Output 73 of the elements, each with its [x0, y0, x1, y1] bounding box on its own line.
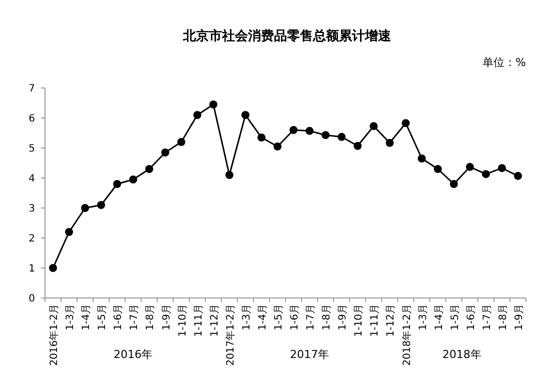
x-tick-label: 1-8月 — [322, 304, 333, 330]
x-tick-label: 1-12月 — [209, 304, 220, 337]
point — [145, 165, 154, 173]
y-tick-label: 4 — [28, 174, 35, 184]
point — [322, 131, 330, 140]
text: 2016年 — [114, 348, 153, 361]
point — [177, 138, 186, 146]
x-tick-label: 1-11月 — [370, 304, 381, 337]
y-tick-label: 6 — [28, 114, 35, 124]
point — [49, 264, 58, 272]
x-tick-label: 1-3月 — [241, 304, 252, 330]
x-tick-label: 1-7月 — [482, 304, 493, 330]
x-tick-label: 1-10月 — [177, 304, 188, 337]
x-tick-label: 1-12月 — [386, 304, 397, 337]
text: 2017年 — [290, 348, 330, 361]
point — [257, 134, 266, 142]
x-tick-label: 1-7月 — [306, 304, 317, 330]
x-tick-label: 1-9月 — [514, 304, 525, 330]
point — [370, 122, 378, 130]
x-tick-label: 1-5月 — [450, 304, 461, 330]
point — [482, 170, 490, 178]
x-tick-label: 1-6月 — [113, 304, 124, 330]
point — [81, 204, 90, 212]
x-tick-label: 1-5月 — [97, 304, 108, 330]
x-tick-label: 1-4月 — [81, 304, 92, 330]
text: 2018年 — [442, 348, 482, 361]
point — [354, 142, 362, 150]
point — [290, 126, 298, 134]
text: 单位：% — [482, 56, 526, 69]
x-tick-label: 1-6月 — [466, 304, 477, 330]
point — [65, 228, 74, 236]
point — [273, 142, 282, 150]
point — [402, 119, 410, 128]
x-tick-label: 1-3月 — [418, 304, 429, 330]
x-tick-label: 1-9月 — [161, 304, 172, 330]
point — [129, 176, 138, 184]
x-tick-label: 1-4月 — [257, 304, 268, 330]
chart-title: 北京市社会消费品零售总额累计增速 — [182, 28, 392, 44]
point — [209, 100, 218, 108]
x-tick-label: 1-8月 — [145, 304, 156, 330]
point — [434, 165, 442, 173]
y-tick-label: 0 — [28, 294, 35, 304]
y-tick-label: 7 — [28, 84, 35, 94]
point — [498, 164, 506, 172]
x-tick-label: 1-3月 — [65, 304, 76, 330]
x-tick-label: 1-9月 — [338, 304, 349, 330]
y-tick-label: 2 — [28, 234, 35, 244]
y-tick-label: 3 — [28, 204, 35, 214]
x-tick-label: 1-5月 — [273, 304, 284, 330]
x-tick-label: 2018年1-2月 — [400, 304, 413, 366]
x-tick-label: 1-4月 — [434, 304, 445, 330]
y-tick-label: 5 — [28, 144, 35, 154]
x-tick-label: 1-8月 — [498, 304, 509, 330]
x-tick-label: 2016年1-2月 — [48, 304, 60, 366]
point — [514, 172, 522, 180]
point — [450, 180, 458, 188]
point — [466, 162, 474, 171]
point — [338, 132, 346, 141]
point — [161, 148, 170, 156]
point — [306, 126, 314, 135]
x-tick-label: 1-6月 — [290, 304, 301, 330]
point — [97, 201, 106, 209]
point — [225, 171, 234, 179]
x-tick-label: 1-7月 — [129, 304, 140, 330]
point — [418, 154, 426, 162]
x-tick-label: 2017年1-2月 — [224, 304, 236, 366]
point — [386, 138, 394, 147]
x-tick-label: 1-11月 — [193, 304, 204, 337]
point — [113, 180, 122, 188]
y-tick-label: 1 — [28, 264, 35, 274]
point — [193, 111, 202, 119]
x-tick-label: 1-10月 — [354, 304, 365, 337]
point — [241, 111, 250, 119]
